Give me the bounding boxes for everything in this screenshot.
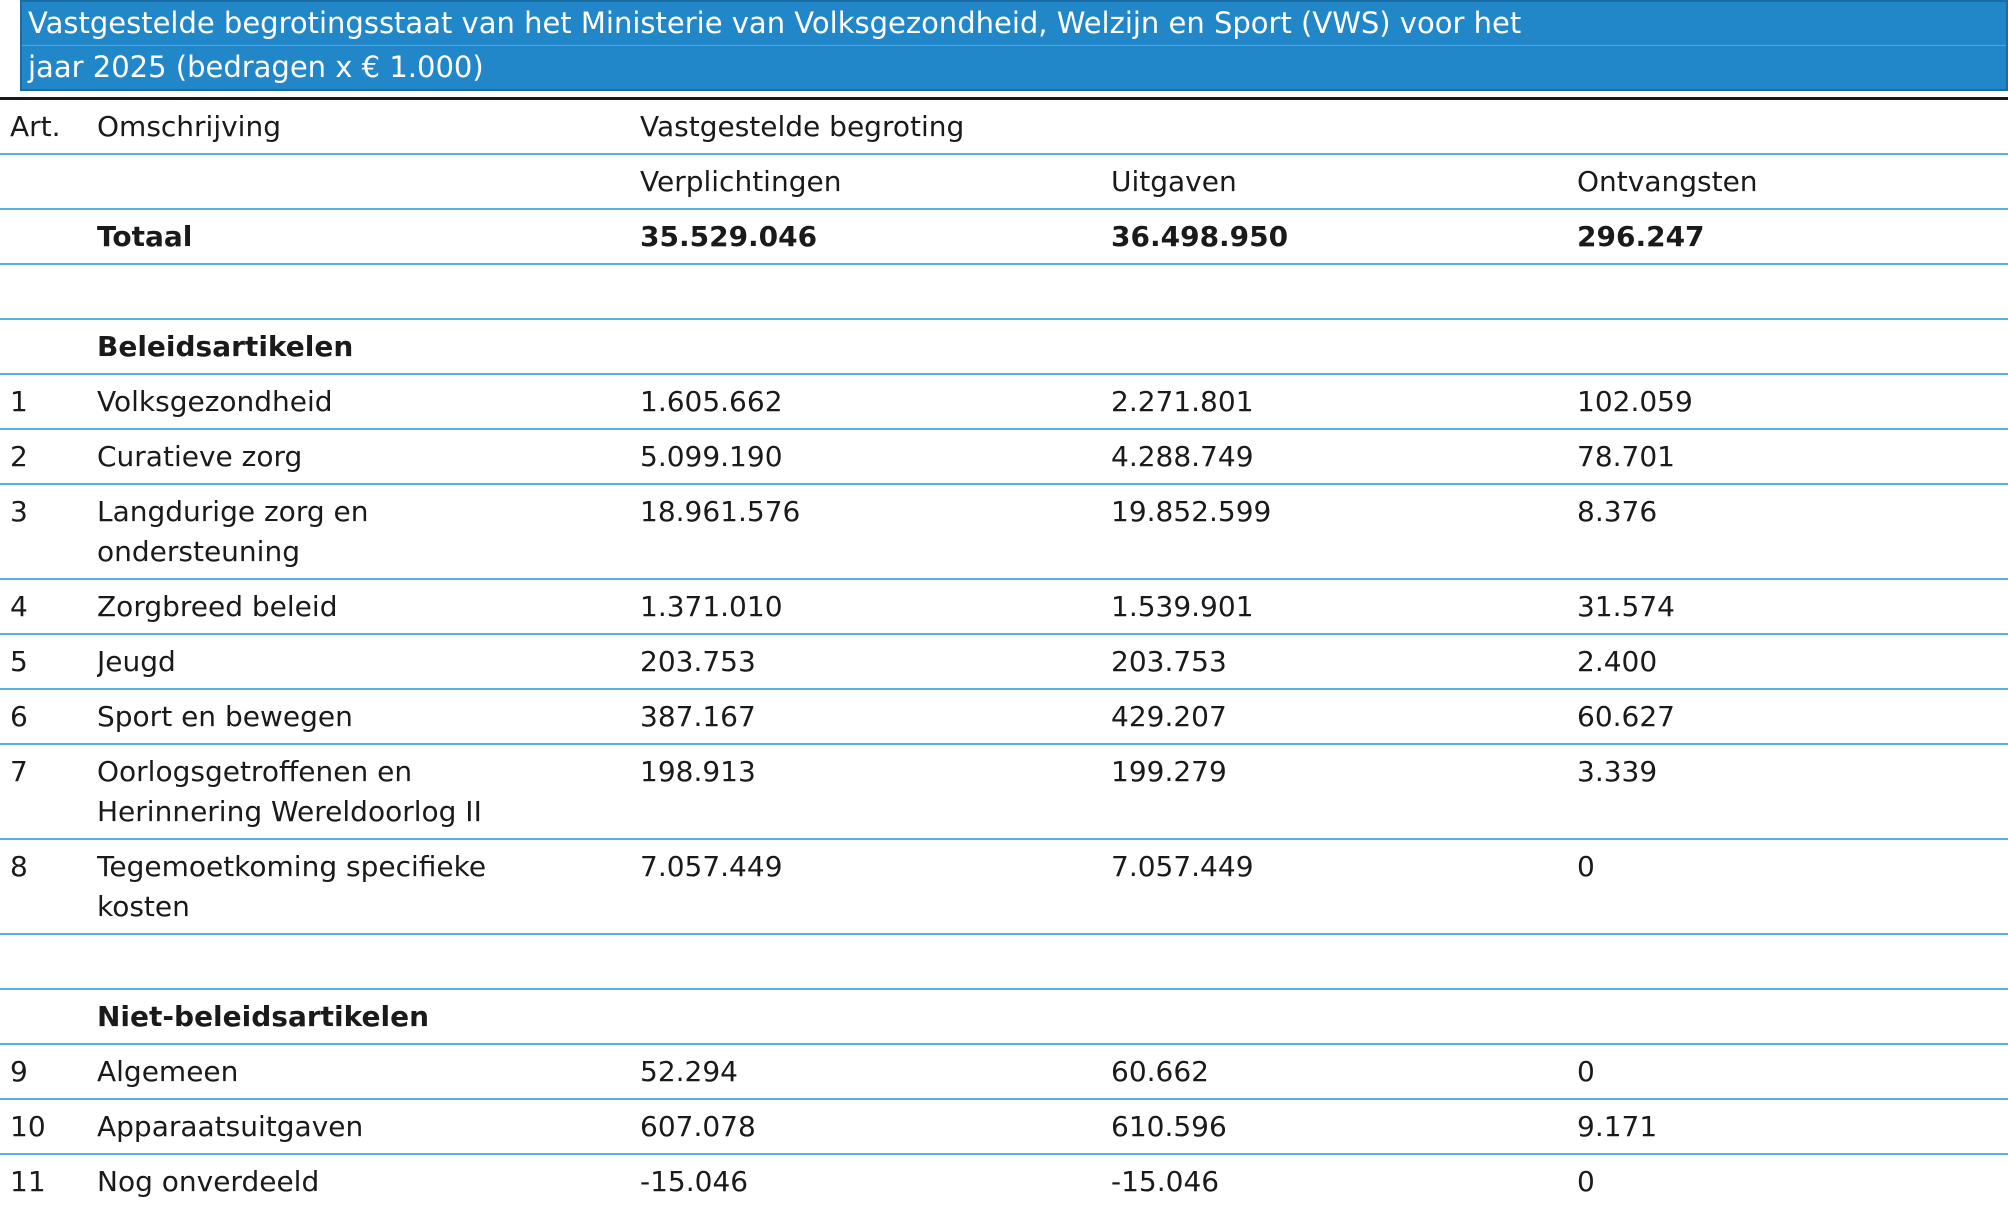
- table-body: Totaal 35.529.046 36.498.950 296.247 Bel…: [0, 209, 2008, 1208]
- section-header-art-cell: [0, 319, 97, 375]
- spacer-row: [0, 934, 2008, 990]
- cell-art: 4: [0, 579, 97, 635]
- cell-art: 7: [0, 744, 97, 840]
- total-verplichtingen: 35.529.046: [640, 209, 1111, 265]
- section-header-label: Beleidsartikelen: [97, 319, 2008, 375]
- cell-verplichtingen: 1.605.662: [640, 374, 1111, 430]
- cell-uitgaven: 429.207: [1111, 689, 1577, 745]
- cell-ontvangsten: 8.376: [1577, 484, 2008, 580]
- total-ontvangsten: 296.247: [1577, 209, 2008, 265]
- table-row: 2 Curatieve zorg 5.099.190 4.288.749 78.701: [0, 429, 2008, 485]
- spacer-cell: [0, 264, 2008, 320]
- cell-omschrijving: Oorlogsgetroffenen en Herinnering Wereld…: [97, 744, 640, 840]
- table-row: 4 Zorgbreed beleid 1.371.010 1.539.901 31.57…: [0, 579, 2008, 635]
- header-divider-rule: [0, 97, 2008, 100]
- table-row: 9 Algemeen 52.294 60.662 0: [0, 1044, 2008, 1100]
- cell-uitgaven: 19.852.599: [1111, 484, 1577, 580]
- cell-uitgaven: 1.539.901: [1111, 579, 1577, 635]
- cell-ontvangsten: 102.059: [1577, 374, 2008, 430]
- cell-verplichtingen: 52.294: [640, 1044, 1111, 1100]
- cell-art: 9: [0, 1044, 97, 1100]
- column-header-row-1: Art. Omschrijving Vastgestelde begroting: [0, 100, 2008, 155]
- section-header-label: Niet-beleidsartikelen: [97, 989, 2008, 1045]
- cell-art: 3: [0, 484, 97, 580]
- budget-title-line-1: Vastgestelde begrotingsstaat van het Min…: [22, 2, 2006, 46]
- column-header-omschrijving: Omschrijving: [97, 100, 640, 155]
- cell-art: 8: [0, 839, 97, 935]
- table-row: 3 Langdurige zorg en ondersteuning 18.961.…: [0, 484, 2008, 580]
- cell-verplichtingen: 5.099.190: [640, 429, 1111, 485]
- cell-omschrijving: Algemeen: [97, 1044, 640, 1100]
- total-art-cell: [0, 209, 97, 265]
- table-row: 10 Apparaatsuitgaven 607.078 610.596 9.171: [0, 1099, 2008, 1155]
- column-header-row-2: Verplichtingen Uitgaven Ontvangsten: [0, 154, 2008, 210]
- cell-uitgaven: 4.288.749: [1111, 429, 1577, 485]
- cell-art: 5: [0, 634, 97, 690]
- cell-uitgaven: 203.753: [1111, 634, 1577, 690]
- budget-title-line-2: jaar 2025 (bedragen x € 1.000): [28, 50, 484, 84]
- column-header-verplichtingen: Verplichtingen: [640, 154, 1111, 210]
- cell-verplichtingen: -15.046: [640, 1165, 749, 1198]
- column-header-ontvangsten: Ontvangsten: [1577, 154, 2008, 210]
- cell-omschrijving: Langdurige zorg en ondersteuning: [97, 484, 640, 580]
- cell-verplichtingen: 18.961.576: [640, 484, 1111, 580]
- cell-omschrijving: Nog onverdeeld: [97, 1165, 320, 1198]
- cell-ontvangsten: 0: [1577, 1165, 1595, 1198]
- column-header-empty-omschrijving: [97, 154, 640, 210]
- total-uitgaven: 36.498.950: [1111, 209, 1577, 265]
- cell-art: 6: [0, 689, 97, 745]
- budget-table: Art. Omschrijving Vastgestelde begroting…: [0, 100, 2008, 1208]
- cell-uitgaven: -15.046: [1111, 1165, 1220, 1198]
- cell-art: 1: [0, 374, 97, 430]
- budget-title-banner: Vastgestelde begrotingsstaat van het Min…: [20, 0, 2008, 91]
- cell-ontvangsten: 2.400: [1577, 634, 2008, 690]
- cell-ontvangsten: 78.701: [1577, 429, 2008, 485]
- cell-verplichtingen: 387.167: [640, 689, 1111, 745]
- column-header-group: Vastgestelde begroting: [640, 100, 2008, 155]
- column-header-empty-art: [0, 154, 97, 210]
- table-row: 8 Tegemoetkoming specifieke kosten 7.057.4…: [0, 839, 2008, 935]
- cell-uitgaven: 199.279: [1111, 744, 1577, 840]
- cell-art: 2: [0, 429, 97, 485]
- cell-verplichtingen: 1.371.010: [640, 579, 1111, 635]
- cell-omschrijving: Volksgezondheid: [97, 374, 640, 430]
- table-row: 1 Volksgezondheid 1.605.662 2.271.801 102.05…: [0, 374, 2008, 430]
- table-row: 11 Nog onverdeeld -15.046 -15.046 0: [0, 1154, 2008, 1208]
- cell-omschrijving: Sport en bewegen: [97, 689, 640, 745]
- cell-omschrijving: Tegemoetkoming specifieke kosten: [97, 839, 640, 935]
- cell-omschrijving: Curatieve zorg: [97, 429, 640, 485]
- cell-uitgaven: 2.271.801: [1111, 374, 1577, 430]
- cell-art: 10: [0, 1099, 97, 1155]
- table-row: 5 Jeugd 203.753 203.753 2.400: [0, 634, 2008, 690]
- cell-uitgaven: 60.662: [1111, 1044, 1577, 1100]
- section-header-row: Niet-beleidsartikelen: [0, 989, 2008, 1045]
- cell-omschrijving: Zorgbreed beleid: [97, 579, 640, 635]
- cell-ontvangsten: 9.171: [1577, 1099, 2008, 1155]
- cell-uitgaven: 7.057.449: [1111, 839, 1577, 935]
- cell-art: 11: [10, 1165, 46, 1198]
- cell-ontvangsten: 60.627: [1577, 689, 2008, 745]
- cell-verplichtingen: 203.753: [640, 634, 1111, 690]
- cell-ontvangsten: 0: [1577, 839, 2008, 935]
- cell-uitgaven: 610.596: [1111, 1099, 1577, 1155]
- cell-ontvangsten: 0: [1577, 1044, 2008, 1100]
- cell-ontvangsten: 31.574: [1577, 579, 2008, 635]
- section-header-art-cell: [0, 989, 97, 1045]
- cell-ontvangsten: 3.339: [1577, 744, 2008, 840]
- table-row: 7 Oorlogsgetroffenen en Herinnering Werel…: [0, 744, 2008, 840]
- section-header-row: Beleidsartikelen: [0, 319, 2008, 375]
- spacer-cell: [0, 934, 2008, 990]
- cell-verplichtingen: 7.057.449: [640, 839, 1111, 935]
- total-label: Totaal: [97, 209, 640, 265]
- spacer-row: [0, 264, 2008, 320]
- cell-verplichtingen: 198.913: [640, 744, 1111, 840]
- column-header-uitgaven: Uitgaven: [1111, 154, 1577, 210]
- total-row: Totaal 35.529.046 36.498.950 296.247: [0, 209, 2008, 265]
- column-header-art: Art.: [0, 100, 97, 155]
- cell-omschrijving: Apparaatsuitgaven: [97, 1099, 640, 1155]
- table-row: 6 Sport en bewegen 387.167 429.207 60.627: [0, 689, 2008, 745]
- cell-verplichtingen: 607.078: [640, 1099, 1111, 1155]
- cell-omschrijving: Jeugd: [97, 634, 640, 690]
